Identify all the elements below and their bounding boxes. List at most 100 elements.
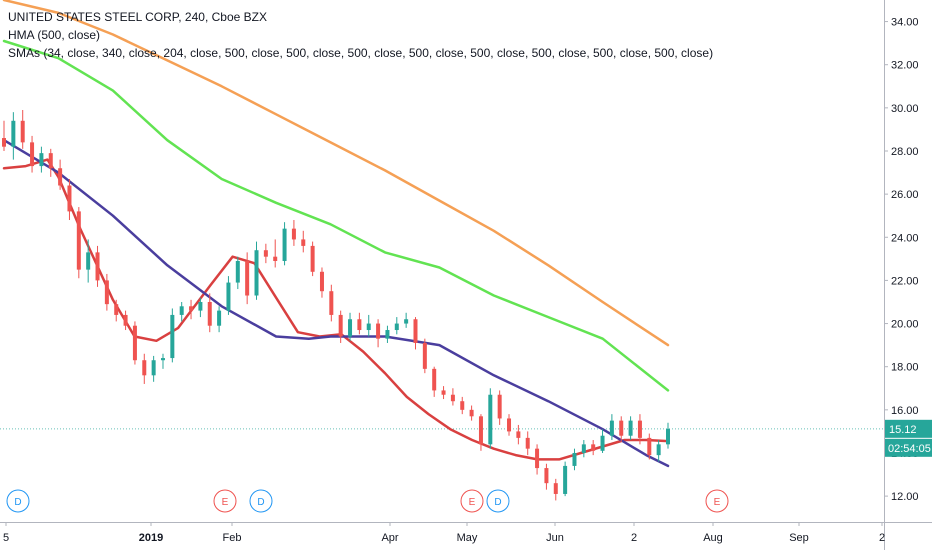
- legend-hma-indicator[interactable]: HMA (500, close): [8, 28, 101, 42]
- candle[interactable]: [563, 461, 568, 497]
- candle[interactable]: [460, 396, 465, 415]
- candle[interactable]: [235, 256, 240, 290]
- candle[interactable]: [20, 110, 25, 149]
- candle[interactable]: [647, 433, 652, 460]
- line-sma500[interactable]: [2, 0, 670, 347]
- candle[interactable]: [348, 312, 353, 341]
- candle[interactable]: [11, 112, 16, 160]
- candle-body: [226, 282, 231, 311]
- candle-body: [450, 394, 455, 402]
- candle[interactable]: [581, 440, 586, 458]
- candle[interactable]: [179, 301, 184, 322]
- candle[interactable]: [170, 308, 175, 363]
- candle-body: [525, 437, 530, 449]
- candle[interactable]: [310, 241, 315, 277]
- candle[interactable]: [301, 230, 306, 253]
- candle[interactable]: [198, 297, 203, 318]
- candle[interactable]: [338, 310, 343, 343]
- candle[interactable]: [319, 267, 324, 298]
- candle[interactable]: [76, 207, 81, 279]
- candle[interactable]: [591, 440, 596, 456]
- candle[interactable]: [422, 338, 427, 374]
- candle[interactable]: [666, 422, 670, 449]
- candle[interactable]: [366, 314, 371, 337]
- candle[interactable]: [39, 146, 44, 173]
- price-tick-label: 18.00: [891, 362, 919, 374]
- earnings-marker[interactable]: E: [460, 489, 484, 513]
- candle[interactable]: [30, 135, 35, 173]
- candle[interactable]: [273, 239, 278, 268]
- candle-body: [39, 153, 44, 167]
- candle[interactable]: [132, 321, 137, 365]
- candle[interactable]: [432, 366, 437, 397]
- earnings-marker[interactable]: E: [705, 489, 729, 513]
- line-sma340[interactable]: [2, 39, 670, 392]
- candle[interactable]: [553, 478, 558, 501]
- candle[interactable]: [404, 312, 409, 328]
- legend-symbol-title[interactable]: UNITED STATES STEEL CORP, 240, Cboe BZX: [8, 10, 267, 24]
- candle[interactable]: [488, 388, 493, 449]
- candle[interactable]: [525, 431, 530, 456]
- event-marker-label: E: [469, 497, 476, 508]
- candle[interactable]: [95, 245, 100, 287]
- candle[interactable]: [114, 299, 119, 322]
- candle[interactable]: [478, 414, 483, 451]
- candle[interactable]: [507, 414, 512, 436]
- candle[interactable]: [600, 429, 605, 453]
- candle[interactable]: [544, 463, 549, 490]
- candle[interactable]: [357, 312, 362, 335]
- candle[interactable]: [394, 317, 399, 335]
- candle[interactable]: [282, 222, 287, 266]
- candle[interactable]: [189, 299, 194, 320]
- line-sma34[interactable]: [2, 158, 670, 461]
- candle[interactable]: [123, 310, 128, 331]
- candle[interactable]: [67, 179, 72, 221]
- candle[interactable]: [86, 239, 91, 283]
- candle[interactable]: [217, 306, 222, 333]
- candle[interactable]: [637, 414, 642, 445]
- candle[interactable]: [469, 405, 474, 421]
- candle[interactable]: [226, 276, 231, 315]
- candle[interactable]: [619, 416, 624, 443]
- candle[interactable]: [413, 317, 418, 350]
- dividend-marker[interactable]: D: [249, 489, 273, 513]
- candle-body: [263, 250, 268, 257]
- candle[interactable]: [450, 388, 455, 406]
- candle[interactable]: [142, 353, 147, 384]
- dividend-marker[interactable]: D: [6, 489, 30, 513]
- candle[interactable]: [516, 424, 521, 445]
- candle[interactable]: [263, 243, 268, 264]
- legend-smas-indicator[interactable]: SMAs (34, close, 340, close, 204, close,…: [8, 46, 714, 60]
- candle[interactable]: [441, 386, 446, 400]
- candle[interactable]: [609, 414, 614, 441]
- candle[interactable]: [58, 159, 63, 190]
- candle[interactable]: [245, 252, 250, 305]
- candle-body: [11, 120, 16, 147]
- candle[interactable]: [656, 440, 661, 462]
- candle[interactable]: [376, 319, 381, 348]
- candle[interactable]: [628, 416, 633, 441]
- candle[interactable]: [535, 444, 540, 475]
- candle[interactable]: [385, 325, 390, 343]
- candle[interactable]: [207, 293, 212, 333]
- candle[interactable]: [329, 284, 334, 322]
- candle[interactable]: [2, 120, 6, 151]
- candle-body: [460, 401, 465, 410]
- candle[interactable]: [160, 353, 165, 369]
- candle[interactable]: [291, 220, 296, 246]
- dividend-marker[interactable]: D: [486, 489, 510, 513]
- candle[interactable]: [104, 273, 109, 311]
- candle-body: [394, 323, 399, 331]
- candle[interactable]: [497, 390, 502, 425]
- line-sma204[interactable]: [2, 138, 670, 468]
- event-marker-label: D: [14, 497, 21, 508]
- candle-body: [104, 280, 109, 305]
- earnings-marker[interactable]: E: [213, 489, 237, 513]
- candle[interactable]: [572, 448, 577, 471]
- candle[interactable]: [254, 241, 259, 300]
- candle[interactable]: [151, 355, 156, 382]
- candle-body: [189, 306, 194, 311]
- candle[interactable]: [48, 148, 53, 177]
